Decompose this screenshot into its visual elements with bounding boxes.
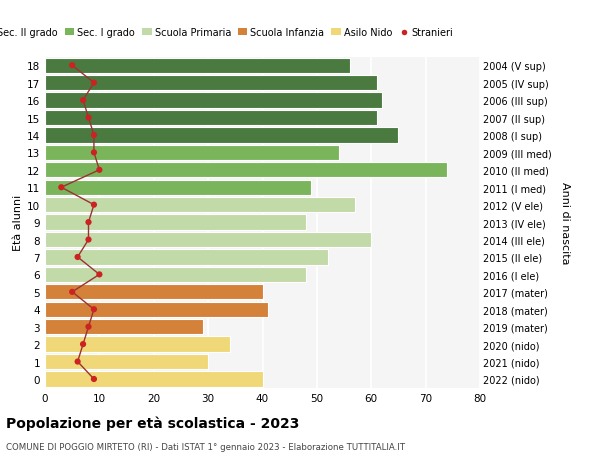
Bar <box>45 267 306 282</box>
Bar <box>45 93 382 108</box>
Point <box>89 80 99 87</box>
Bar <box>45 128 398 143</box>
Y-axis label: Età alunni: Età alunni <box>13 195 23 251</box>
Point <box>84 219 94 226</box>
Point <box>89 202 99 209</box>
Point <box>56 184 66 191</box>
Bar <box>45 180 311 196</box>
Bar <box>45 58 349 74</box>
Point <box>95 271 104 279</box>
Bar <box>45 371 263 387</box>
Point <box>73 358 82 365</box>
Bar <box>45 319 203 335</box>
Bar <box>45 146 338 161</box>
Bar <box>45 354 208 369</box>
Point <box>95 167 104 174</box>
Point <box>78 341 88 348</box>
Point <box>78 97 88 105</box>
Legend: Sec. II grado, Sec. I grado, Scuola Primaria, Scuola Infanzia, Asilo Nido, Stran: Sec. II grado, Sec. I grado, Scuola Prim… <box>0 24 457 42</box>
Bar <box>45 302 268 317</box>
Bar <box>45 76 377 91</box>
Point <box>67 289 77 296</box>
Bar <box>45 163 448 178</box>
Bar <box>45 250 328 265</box>
Point <box>89 375 99 383</box>
Bar <box>45 337 230 352</box>
Bar <box>45 215 306 230</box>
Point <box>89 149 99 157</box>
Text: COMUNE DI POGGIO MIRTETO (RI) - Dati ISTAT 1° gennaio 2023 - Elaborazione TUTTIT: COMUNE DI POGGIO MIRTETO (RI) - Dati IST… <box>6 442 405 451</box>
Bar <box>45 197 355 213</box>
Point <box>84 323 94 330</box>
Point <box>84 236 94 244</box>
Y-axis label: Anni di nascita: Anni di nascita <box>560 181 570 264</box>
Bar <box>45 232 371 248</box>
Point <box>67 62 77 70</box>
Bar <box>45 111 377 126</box>
Point <box>84 115 94 122</box>
Text: Popolazione per età scolastica - 2023: Popolazione per età scolastica - 2023 <box>6 415 299 430</box>
Point <box>89 306 99 313</box>
Point <box>89 132 99 140</box>
Point <box>73 254 82 261</box>
Bar <box>45 285 263 300</box>
